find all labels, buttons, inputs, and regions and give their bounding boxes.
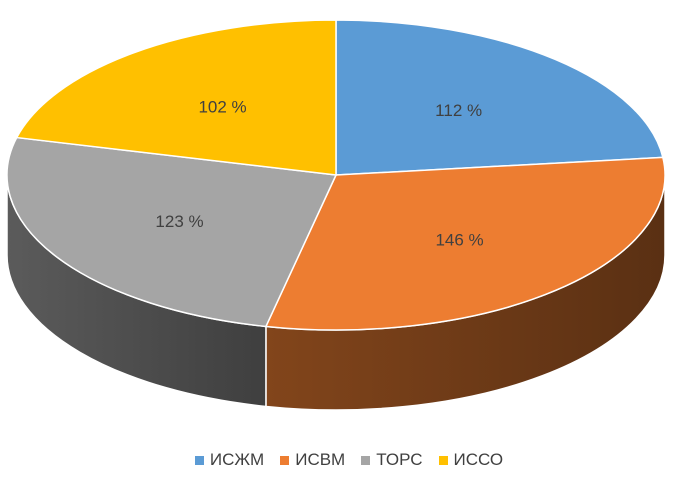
pie-data-label: 146 % bbox=[435, 230, 483, 249]
pie-slice bbox=[15, 19, 337, 176]
pie-slices bbox=[6, 19, 666, 331]
pie-slice bbox=[6, 136, 338, 328]
pie-data-label: 112 % bbox=[435, 101, 482, 120]
legend-label: ИСВМ bbox=[295, 450, 346, 469]
legend-swatch bbox=[194, 455, 204, 465]
pie-data-labels: 112 % 146 % 123 % 102 % bbox=[155, 98, 483, 250]
legend-swatch bbox=[361, 455, 371, 465]
legend-label: ИССО bbox=[453, 450, 504, 469]
legend-label: ТОРС bbox=[376, 450, 423, 469]
pie-slice bbox=[264, 156, 666, 331]
legend-swatch bbox=[438, 455, 448, 465]
legend-item: ИСВМ bbox=[280, 450, 345, 470]
legend-label: ИСЖМ bbox=[209, 450, 265, 469]
legend-swatch bbox=[280, 455, 290, 465]
pie-data-label: 123 % bbox=[155, 212, 203, 231]
pie-slice bbox=[335, 19, 664, 176]
legend-item: ИСЖМ bbox=[194, 450, 265, 470]
chart-legend: ИСЖМ ИСВМ ТОРС ИССО bbox=[0, 450, 698, 470]
legend-item: ИССО bbox=[438, 450, 504, 470]
pie-data-label: 102 % bbox=[198, 98, 246, 117]
legend-item: ТОРС bbox=[361, 450, 423, 470]
